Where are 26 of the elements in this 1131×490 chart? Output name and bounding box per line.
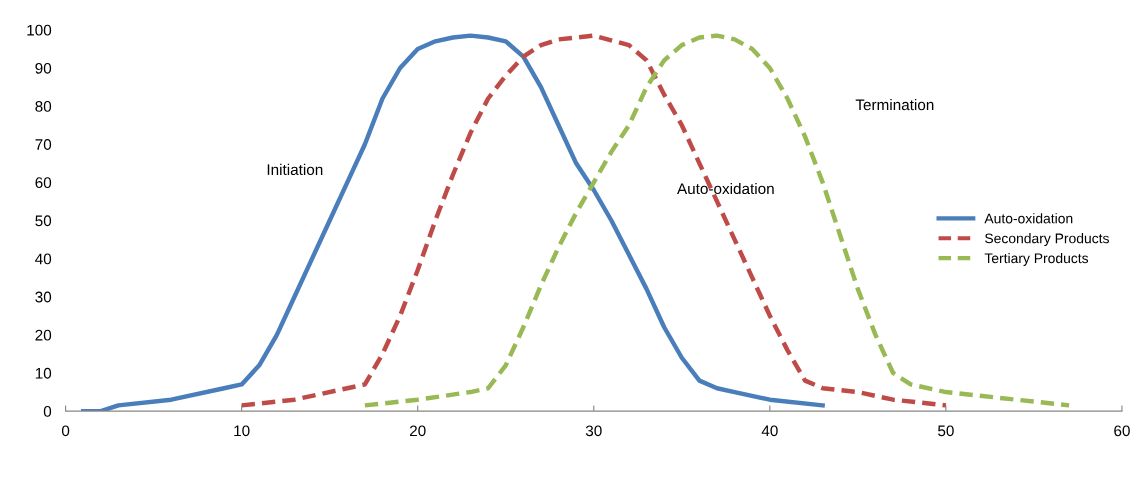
line-series (239, 33, 949, 408)
y-tick-label: 20 (35, 329, 52, 341)
legend-label: Tertiary Products (984, 252, 1089, 266)
line-series (80, 33, 825, 412)
legend-label: Auto-oxidation (984, 213, 1073, 224)
y-tick-label: 10 (35, 367, 52, 379)
x-tick-label: 30 (585, 425, 602, 437)
y-tick-label: 40 (35, 253, 52, 265)
x-tick-label: 0 (61, 425, 70, 437)
x-tick-label: 10 (234, 425, 250, 437)
y-tick-label: 60 (35, 177, 52, 189)
x-tick-label: 20 (409, 425, 426, 437)
x-tick-label: 60 (1114, 425, 1130, 437)
y-tick-label: 30 (35, 291, 52, 303)
x-tick-label: 40 (761, 425, 778, 437)
y-tick-label: 70 (35, 139, 52, 150)
annotation: Auto-oxidation (677, 182, 774, 195)
annotation: Initiation (267, 163, 323, 176)
y-tick-label: 80 (35, 101, 52, 112)
legend-label: Secondary Products (985, 233, 1109, 247)
y-tick-label: 100 (27, 24, 52, 36)
y-tick-label: 90 (35, 62, 52, 74)
annotation: Termination (855, 99, 934, 111)
y-tick-label: 0 (43, 405, 52, 417)
y-tick-label: 50 (35, 215, 52, 227)
x-tick-label: 50 (938, 425, 954, 437)
